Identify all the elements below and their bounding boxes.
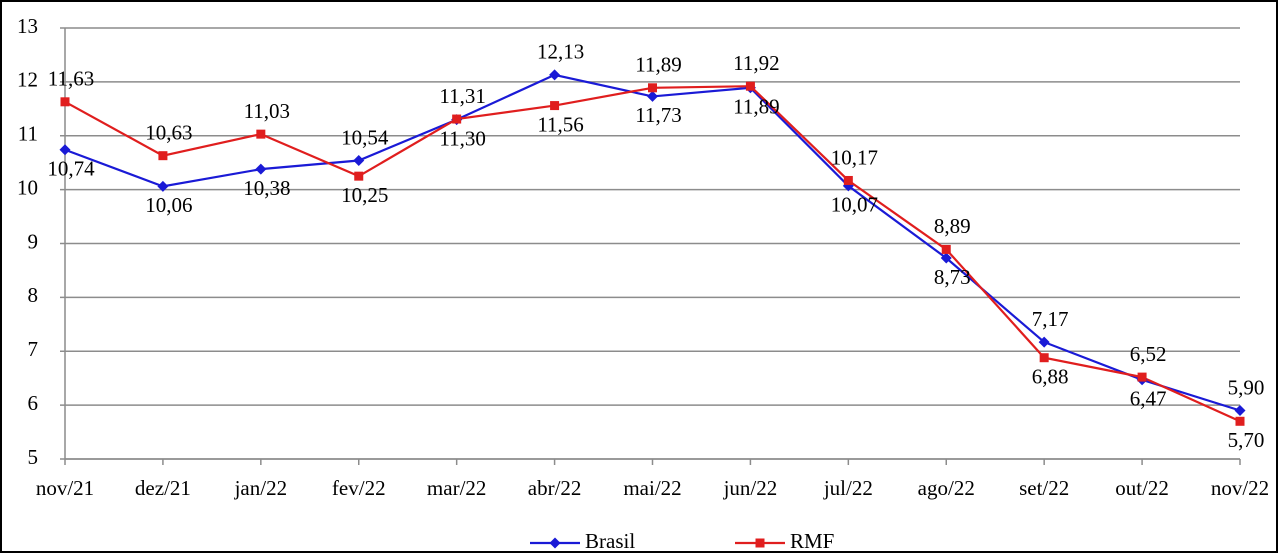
data-label: 11,92 xyxy=(733,51,779,75)
point xyxy=(745,81,755,91)
point xyxy=(60,97,70,107)
legend-marker xyxy=(755,538,765,548)
point xyxy=(1038,336,1050,348)
data-label: 5,90 xyxy=(1228,375,1265,399)
x-tick-label: mai/22 xyxy=(623,476,681,500)
point xyxy=(648,83,657,93)
y-tick-label: 6 xyxy=(28,391,39,415)
data-label: 10,54 xyxy=(341,125,389,149)
point xyxy=(647,90,658,102)
x-tick-label: jul/22 xyxy=(823,476,873,500)
point xyxy=(941,244,951,254)
point xyxy=(843,175,853,185)
point xyxy=(940,252,952,264)
data-label: 8,89 xyxy=(934,214,971,238)
data-label: 10,07 xyxy=(831,193,878,217)
data-label: 6,52 xyxy=(1130,342,1167,366)
y-tick-label: 9 xyxy=(28,229,39,253)
x-tick-label: set/22 xyxy=(1019,476,1069,500)
data-label: 11,89 xyxy=(733,95,779,119)
x-tick-label: mar/22 xyxy=(427,476,486,500)
data-label: 11,56 xyxy=(537,112,583,136)
legend-label: Brasil xyxy=(585,529,635,553)
data-label: 6,88 xyxy=(1032,365,1069,389)
y-tick-label: 5 xyxy=(28,445,39,469)
x-tick-label: abr/22 xyxy=(528,476,582,500)
point xyxy=(550,101,560,111)
data-label: 10,06 xyxy=(145,193,192,217)
legend-label: RMF xyxy=(790,529,834,553)
point xyxy=(549,69,561,81)
data-label: 8,73 xyxy=(934,265,971,289)
point xyxy=(353,155,365,167)
point xyxy=(157,180,169,192)
data-label: 12,13 xyxy=(537,40,584,64)
data-label: 7,17 xyxy=(1032,307,1069,331)
data-label: 11,73 xyxy=(635,103,681,127)
x-tick-label: dez/21 xyxy=(135,476,191,500)
x-tick-label: ago/22 xyxy=(918,476,975,500)
y-tick-label: 12 xyxy=(17,68,38,92)
y-tick-label: 11 xyxy=(18,122,38,146)
data-label: 11,31 xyxy=(439,84,485,108)
y-tick-label: 13 xyxy=(17,14,38,38)
point xyxy=(452,114,462,124)
point xyxy=(1235,416,1245,426)
y-tick-label: 7 xyxy=(28,337,39,361)
data-label: 6,47 xyxy=(1130,387,1167,411)
point xyxy=(255,163,267,175)
data-label: 10,74 xyxy=(47,157,95,181)
data-label: 10,17 xyxy=(831,145,878,169)
data-label: 11,30 xyxy=(439,126,485,150)
legend-marker xyxy=(549,537,561,549)
point xyxy=(1234,405,1246,417)
point xyxy=(158,151,168,161)
x-tick-label: jan/22 xyxy=(234,476,288,500)
data-label: 11,03 xyxy=(244,99,290,123)
x-tick-label: nov/21 xyxy=(36,476,94,500)
x-tick-label: jun/22 xyxy=(723,476,778,500)
x-tick-label: out/22 xyxy=(1115,476,1169,500)
data-label: 5,70 xyxy=(1228,428,1265,452)
data-label: 11,63 xyxy=(48,67,94,91)
point xyxy=(59,144,71,156)
data-label: 10,25 xyxy=(341,183,388,207)
point xyxy=(354,171,364,181)
x-tick-label: fev/22 xyxy=(332,476,386,500)
y-tick-label: 10 xyxy=(17,175,38,199)
x-tick-label: nov/22 xyxy=(1211,476,1269,500)
data-label: 10,38 xyxy=(243,176,290,200)
data-label: 10,63 xyxy=(145,120,192,144)
point xyxy=(1137,372,1147,382)
y-tick-label: 8 xyxy=(28,283,39,307)
data-label: 11,89 xyxy=(635,53,681,77)
point xyxy=(256,129,266,139)
point xyxy=(1039,353,1049,363)
